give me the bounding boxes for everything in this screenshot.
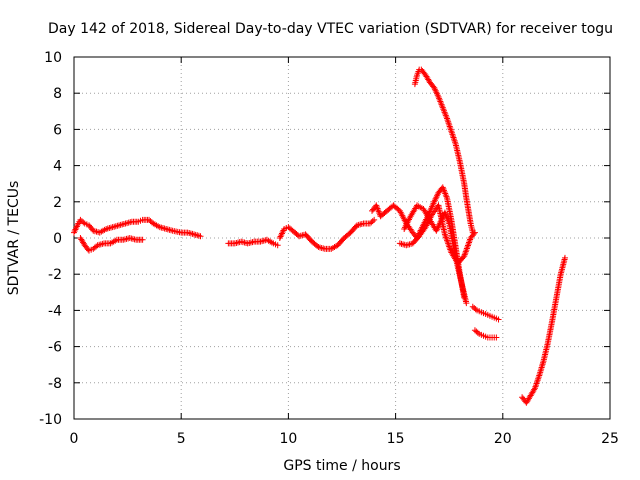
data-point-upper-early-arc-22 [197, 233, 204, 240]
series-upper-early-arc [71, 216, 204, 240]
y-tick-label-10: 10 [44, 50, 62, 66]
data-point-minus-five-arc-5 [493, 334, 500, 341]
y-tick-label-5: 0 [53, 231, 62, 247]
y-tick-label-9: 8 [53, 86, 62, 102]
data-point-fill-upper-early-arc-14-2 [148, 219, 155, 226]
chart-title: Day 142 of 2018, Sidereal Day-to-day VTE… [48, 21, 613, 37]
data-point-mid-day-arc-8 [274, 242, 281, 249]
y-tick-label-6: 2 [53, 195, 62, 211]
series-afternoon-arc-3 [396, 202, 478, 267]
data-point-late-morning-arc-16 [371, 216, 378, 223]
x-tick-label-5: 25 [601, 431, 619, 447]
data-point-fill-late-morning-arc-15-2 [369, 218, 376, 225]
axis-tick-labels: 0 5 10 15 20 25 -10 -8 -6 -4 -2 0 2 4 6 8 10 [39, 50, 619, 447]
x-tick-label-2: 10 [279, 431, 297, 447]
y-tick-label-3: -4 [48, 303, 62, 319]
data-point-minus-four-arc-6 [495, 316, 502, 323]
y-tick-label-8: 6 [53, 122, 62, 138]
axis-ticks [73, 56, 611, 420]
series-high-falling-arc [411, 66, 476, 236]
data-marks [71, 66, 568, 406]
y-tick-label-4: -2 [48, 267, 62, 283]
data-point-fill-minus-five-arc-0-2 [474, 329, 481, 336]
y-tick-label-0: -10 [39, 412, 62, 428]
series-minus-four-arc [469, 303, 502, 323]
x-tick-label-0: 0 [70, 431, 79, 447]
data-point-fill-minus-four-arc-0-2 [472, 306, 479, 313]
data-point-fill-late-rising-arc-2-4 [531, 386, 538, 393]
y-tick-label-7: 4 [53, 159, 62, 175]
x-tick-label-1: 5 [177, 431, 186, 447]
series-mid-day-arc [225, 236, 281, 249]
data-point-high-falling-arc-17 [469, 229, 476, 236]
x-tick-label-3: 15 [387, 431, 405, 447]
y-tick-label-1: -8 [48, 376, 62, 392]
data-point-fill-lower-early-arc-3-2 [93, 243, 100, 250]
x-tick-label-4: 20 [494, 431, 512, 447]
data-point-late-rising-arc-10 [561, 254, 568, 261]
y-axis-label: SDTVAR / TECUs [6, 181, 22, 296]
x-axis-label: GPS time / hours [283, 458, 400, 474]
data-point-lower-early-arc-11 [139, 236, 146, 243]
series-afternoon-arc-2 [401, 202, 470, 307]
y-tick-label-2: -6 [48, 340, 62, 356]
series-late-morning-arc [276, 216, 378, 252]
data-point-fill-upper-early-arc-2-2 [80, 219, 87, 226]
series-late-rising-arc [519, 254, 568, 406]
series-lower-early-arc [77, 235, 146, 254]
series-minus-five-arc [471, 327, 500, 341]
data-point-afternoon-arc-2-12 [463, 300, 470, 307]
data-point-fill-afternoon-arc-3-11-3 [470, 230, 477, 237]
